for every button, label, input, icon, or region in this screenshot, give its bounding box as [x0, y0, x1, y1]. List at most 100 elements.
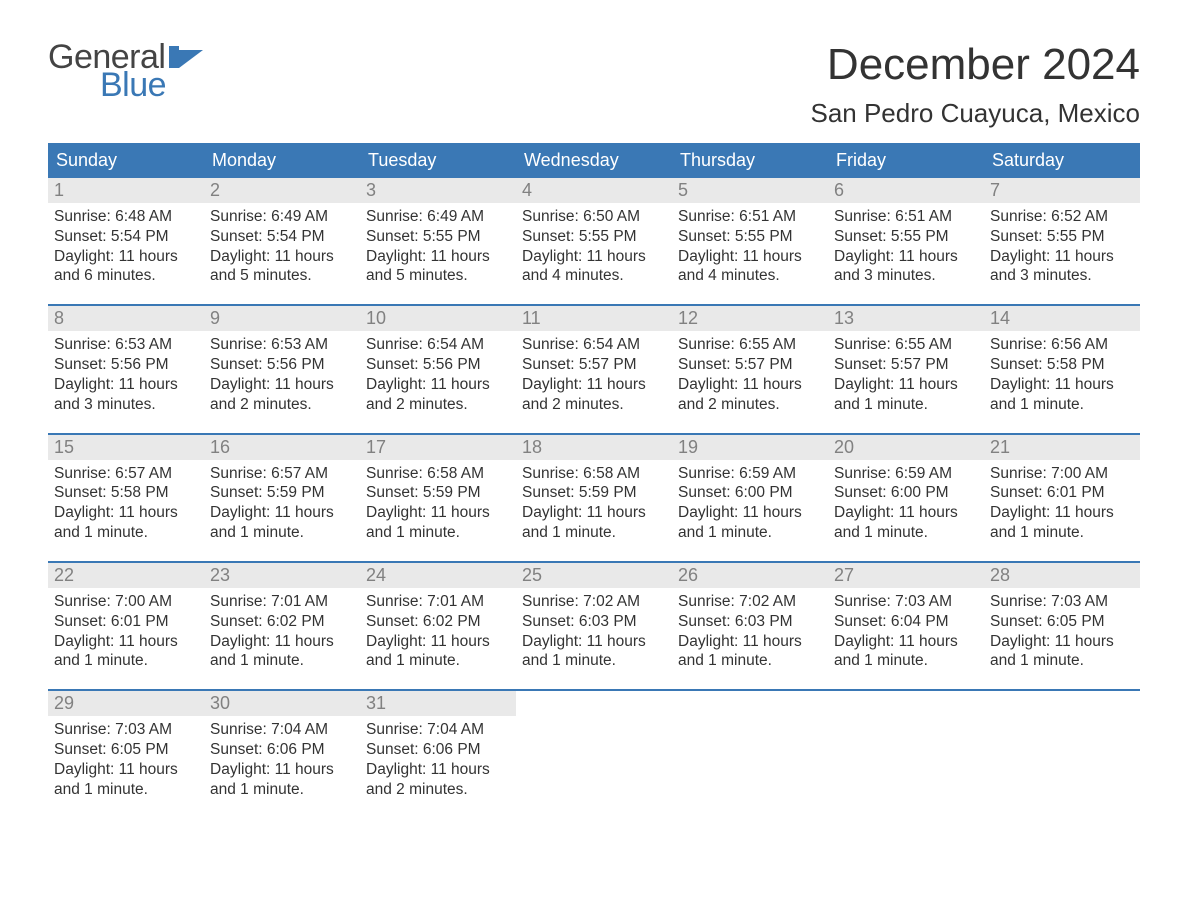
daylight-text: Daylight: 11 hours and 1 minute.: [54, 503, 198, 543]
sunset-text: Sunset: 6:01 PM: [990, 483, 1134, 503]
day-number: 24: [360, 563, 516, 588]
sunset-text: Sunset: 5:59 PM: [522, 483, 666, 503]
day-cell: 4Sunrise: 6:50 AMSunset: 5:55 PMDaylight…: [516, 178, 672, 286]
calendar: SundayMondayTuesdayWednesdayThursdayFrid…: [48, 143, 1140, 800]
day-number: 7: [984, 178, 1140, 203]
sunrise-text: Sunrise: 6:55 AM: [678, 335, 822, 355]
sunset-text: Sunset: 5:54 PM: [54, 227, 198, 247]
sunset-text: Sunset: 6:03 PM: [522, 612, 666, 632]
day-body: Sunrise: 6:54 AMSunset: 5:56 PMDaylight:…: [360, 331, 516, 414]
day-body: Sunrise: 6:58 AMSunset: 5:59 PMDaylight:…: [360, 460, 516, 543]
sunrise-text: Sunrise: 6:52 AM: [990, 207, 1134, 227]
sunset-text: Sunset: 5:55 PM: [366, 227, 510, 247]
daylight-text: Daylight: 11 hours and 2 minutes.: [210, 375, 354, 415]
day-body: Sunrise: 7:01 AMSunset: 6:02 PMDaylight:…: [360, 588, 516, 671]
day-body: Sunrise: 7:04 AMSunset: 6:06 PMDaylight:…: [360, 716, 516, 799]
sunrise-text: Sunrise: 6:58 AM: [366, 464, 510, 484]
sunset-text: Sunset: 5:57 PM: [522, 355, 666, 375]
sunrise-text: Sunrise: 6:49 AM: [366, 207, 510, 227]
daylight-text: Daylight: 11 hours and 5 minutes.: [210, 247, 354, 287]
sunrise-text: Sunrise: 6:59 AM: [678, 464, 822, 484]
daylight-text: Daylight: 11 hours and 2 minutes.: [366, 375, 510, 415]
day-body: Sunrise: 6:51 AMSunset: 5:55 PMDaylight:…: [828, 203, 984, 286]
week-row: 29Sunrise: 7:03 AMSunset: 6:05 PMDayligh…: [48, 689, 1140, 799]
day-body: Sunrise: 7:01 AMSunset: 6:02 PMDaylight:…: [204, 588, 360, 671]
sunset-text: Sunset: 6:02 PM: [366, 612, 510, 632]
day-number: 6: [828, 178, 984, 203]
day-number: 2: [204, 178, 360, 203]
day-body: Sunrise: 6:50 AMSunset: 5:55 PMDaylight:…: [516, 203, 672, 286]
sunrise-text: Sunrise: 7:00 AM: [990, 464, 1134, 484]
weekday-header: Thursday: [672, 143, 828, 178]
week-row: 8Sunrise: 6:53 AMSunset: 5:56 PMDaylight…: [48, 304, 1140, 414]
day-number: 18: [516, 435, 672, 460]
sunrise-text: Sunrise: 6:51 AM: [678, 207, 822, 227]
logo-word2: Blue: [100, 68, 203, 102]
day-number: 4: [516, 178, 672, 203]
day-body: Sunrise: 7:02 AMSunset: 6:03 PMDaylight:…: [516, 588, 672, 671]
day-cell: 20Sunrise: 6:59 AMSunset: 6:00 PMDayligh…: [828, 435, 984, 543]
day-body: Sunrise: 6:53 AMSunset: 5:56 PMDaylight:…: [204, 331, 360, 414]
day-body: Sunrise: 6:52 AMSunset: 5:55 PMDaylight:…: [984, 203, 1140, 286]
daylight-text: Daylight: 11 hours and 6 minutes.: [54, 247, 198, 287]
logo: General Blue: [48, 40, 203, 102]
day-cell: 10Sunrise: 6:54 AMSunset: 5:56 PMDayligh…: [360, 306, 516, 414]
daylight-text: Daylight: 11 hours and 4 minutes.: [522, 247, 666, 287]
daylight-text: Daylight: 11 hours and 1 minute.: [522, 632, 666, 672]
day-body: Sunrise: 7:03 AMSunset: 6:05 PMDaylight:…: [984, 588, 1140, 671]
day-number: 16: [204, 435, 360, 460]
sunrise-text: Sunrise: 6:58 AM: [522, 464, 666, 484]
day-body: Sunrise: 6:53 AMSunset: 5:56 PMDaylight:…: [48, 331, 204, 414]
daylight-text: Daylight: 11 hours and 1 minute.: [210, 632, 354, 672]
sunrise-text: Sunrise: 7:02 AM: [678, 592, 822, 612]
day-number: 1: [48, 178, 204, 203]
sunset-text: Sunset: 6:00 PM: [834, 483, 978, 503]
day-body: Sunrise: 6:56 AMSunset: 5:58 PMDaylight:…: [984, 331, 1140, 414]
daylight-text: Daylight: 11 hours and 1 minute.: [366, 632, 510, 672]
sunrise-text: Sunrise: 7:04 AM: [210, 720, 354, 740]
day-cell: 2Sunrise: 6:49 AMSunset: 5:54 PMDaylight…: [204, 178, 360, 286]
day-number: 14: [984, 306, 1140, 331]
day-number: 17: [360, 435, 516, 460]
day-body: Sunrise: 7:02 AMSunset: 6:03 PMDaylight:…: [672, 588, 828, 671]
day-number: 23: [204, 563, 360, 588]
day-number: 12: [672, 306, 828, 331]
day-cell: 28Sunrise: 7:03 AMSunset: 6:05 PMDayligh…: [984, 563, 1140, 671]
day-body: Sunrise: 6:58 AMSunset: 5:59 PMDaylight:…: [516, 460, 672, 543]
day-cell: [984, 691, 1140, 799]
daylight-text: Daylight: 11 hours and 1 minute.: [834, 632, 978, 672]
week-row: 1Sunrise: 6:48 AMSunset: 5:54 PMDaylight…: [48, 178, 1140, 286]
day-number: 27: [828, 563, 984, 588]
sunset-text: Sunset: 6:01 PM: [54, 612, 198, 632]
daylight-text: Daylight: 11 hours and 1 minute.: [990, 503, 1134, 543]
day-number: 15: [48, 435, 204, 460]
day-cell: 19Sunrise: 6:59 AMSunset: 6:00 PMDayligh…: [672, 435, 828, 543]
weekday-header: Wednesday: [516, 143, 672, 178]
sunrise-text: Sunrise: 6:54 AM: [366, 335, 510, 355]
sunrise-text: Sunrise: 7:00 AM: [54, 592, 198, 612]
sunset-text: Sunset: 5:56 PM: [210, 355, 354, 375]
daylight-text: Daylight: 11 hours and 1 minute.: [834, 503, 978, 543]
sunset-text: Sunset: 5:56 PM: [54, 355, 198, 375]
day-cell: 9Sunrise: 6:53 AMSunset: 5:56 PMDaylight…: [204, 306, 360, 414]
weekday-header: Tuesday: [360, 143, 516, 178]
day-cell: 31Sunrise: 7:04 AMSunset: 6:06 PMDayligh…: [360, 691, 516, 799]
day-cell: 29Sunrise: 7:03 AMSunset: 6:05 PMDayligh…: [48, 691, 204, 799]
day-cell: [828, 691, 984, 799]
day-cell: 7Sunrise: 6:52 AMSunset: 5:55 PMDaylight…: [984, 178, 1140, 286]
daylight-text: Daylight: 11 hours and 1 minute.: [210, 760, 354, 800]
day-cell: 24Sunrise: 7:01 AMSunset: 6:02 PMDayligh…: [360, 563, 516, 671]
sunset-text: Sunset: 5:55 PM: [522, 227, 666, 247]
daylight-text: Daylight: 11 hours and 3 minutes.: [54, 375, 198, 415]
daylight-text: Daylight: 11 hours and 1 minute.: [54, 632, 198, 672]
day-cell: 5Sunrise: 6:51 AMSunset: 5:55 PMDaylight…: [672, 178, 828, 286]
day-cell: 8Sunrise: 6:53 AMSunset: 5:56 PMDaylight…: [48, 306, 204, 414]
day-body: Sunrise: 6:57 AMSunset: 5:59 PMDaylight:…: [204, 460, 360, 543]
day-body: Sunrise: 7:00 AMSunset: 6:01 PMDaylight:…: [984, 460, 1140, 543]
sunrise-text: Sunrise: 6:55 AM: [834, 335, 978, 355]
day-number: 3: [360, 178, 516, 203]
day-number: 8: [48, 306, 204, 331]
weekday-header: Sunday: [48, 143, 204, 178]
sunset-text: Sunset: 6:03 PM: [678, 612, 822, 632]
sunset-text: Sunset: 5:57 PM: [678, 355, 822, 375]
